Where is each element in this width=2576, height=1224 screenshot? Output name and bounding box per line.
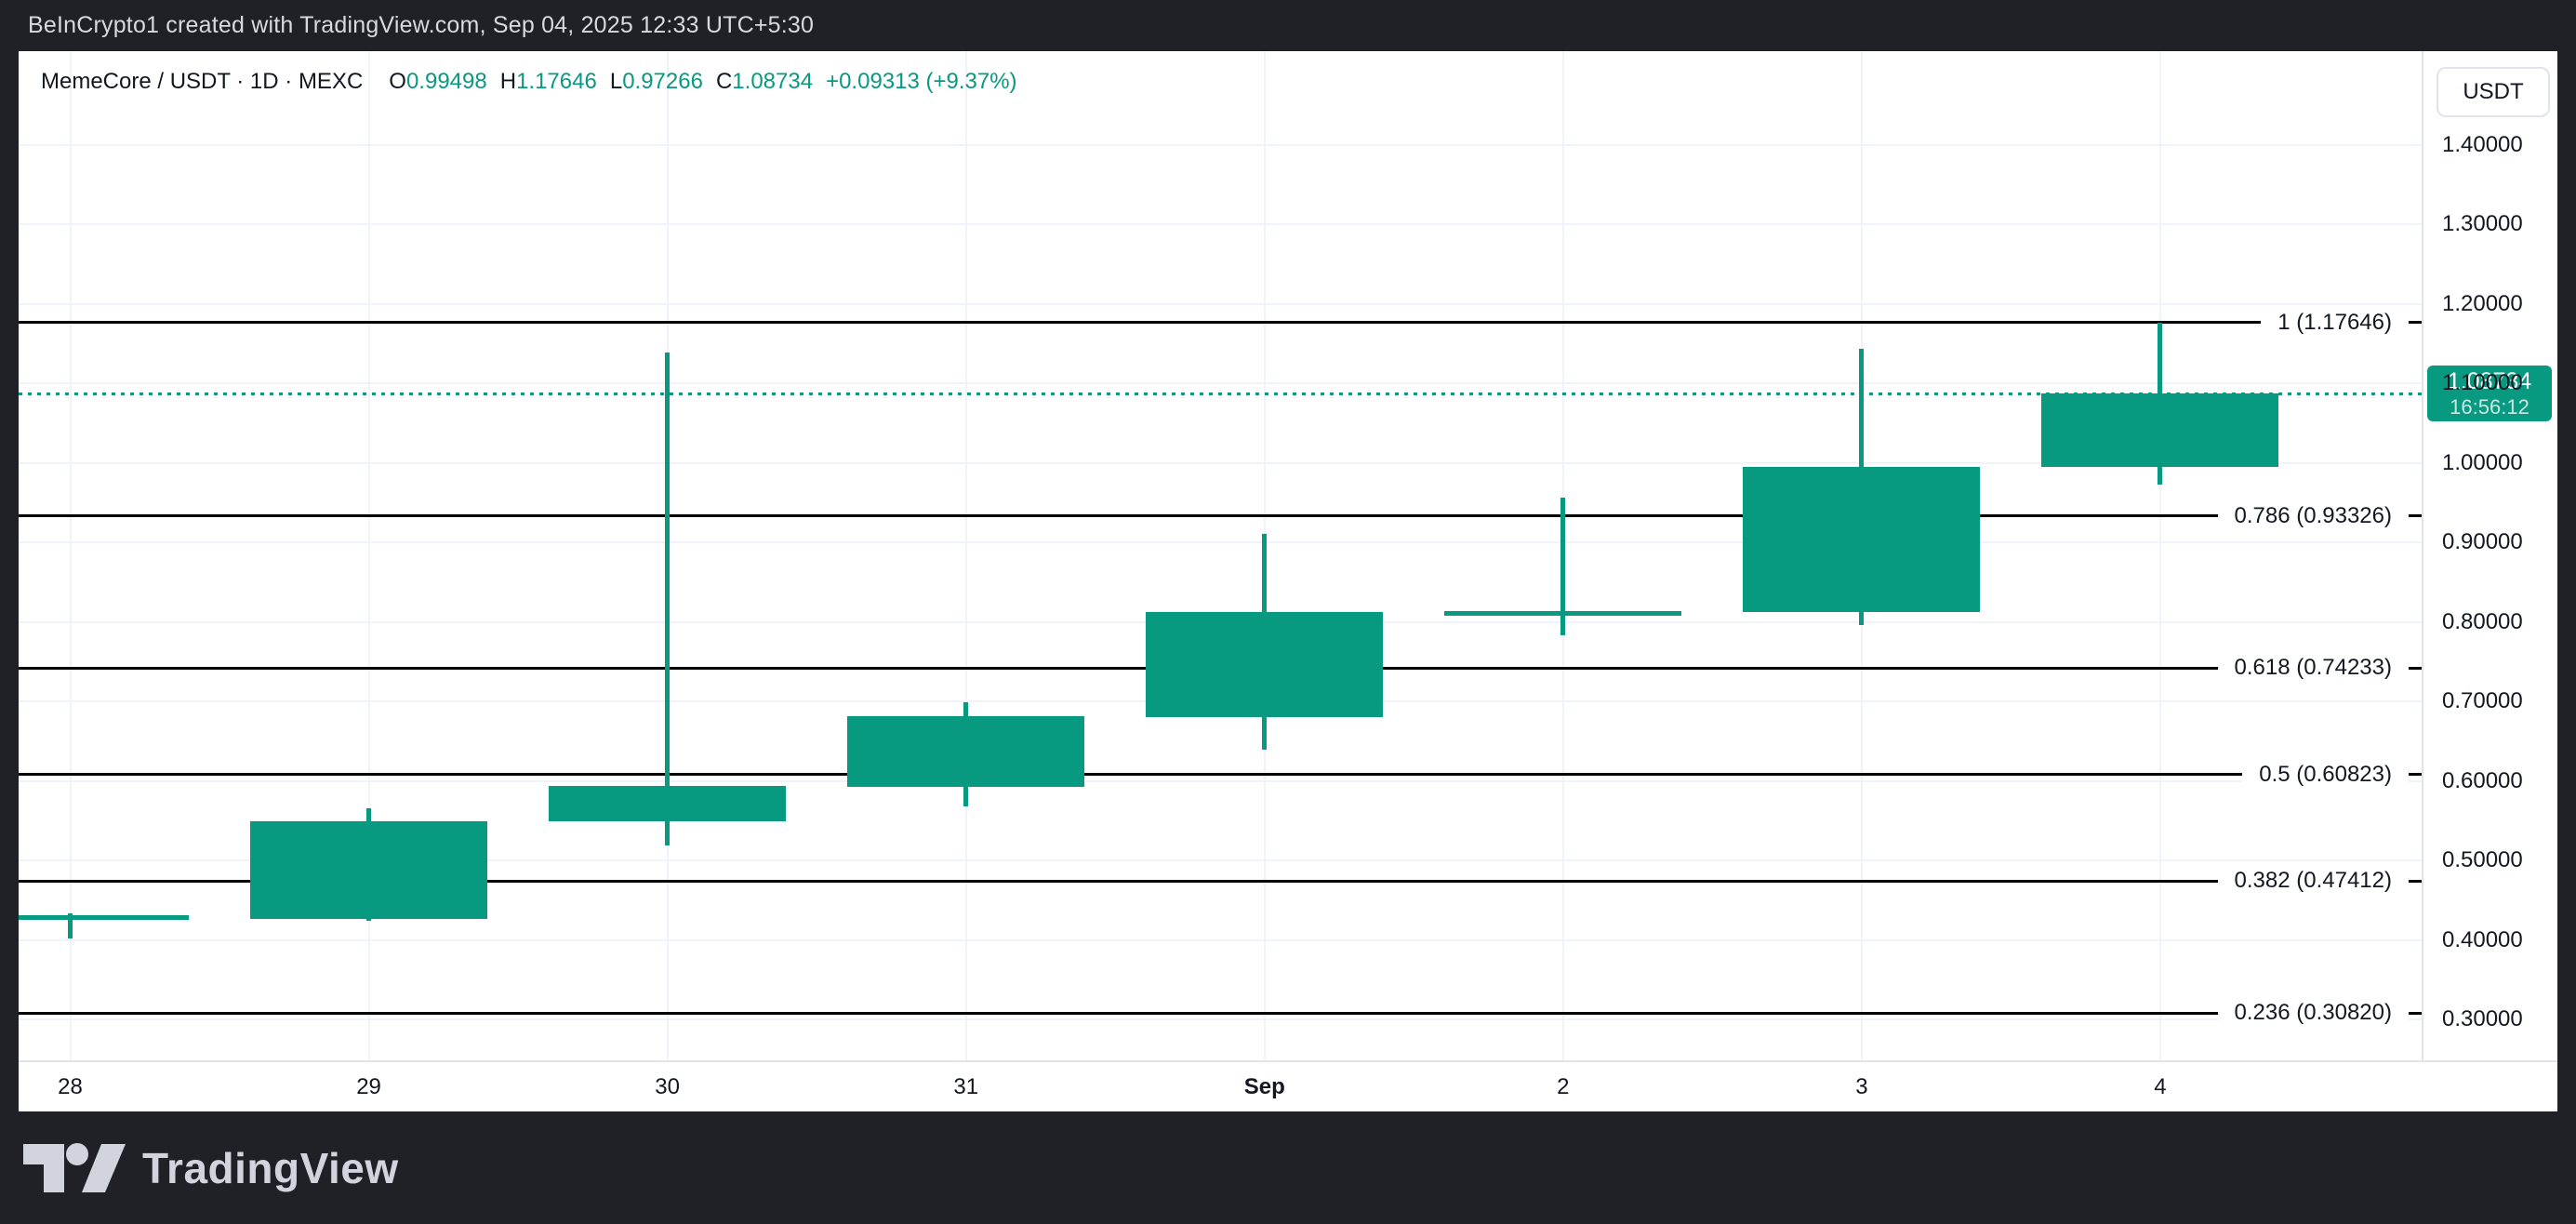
candle-aug-31[interactable]: [847, 715, 1085, 787]
fib-level-line[interactable]: [19, 514, 2422, 518]
fib-level-label[interactable]: 0.5 (0.60823): [2242, 757, 2409, 792]
price-tick-label: 1.20000: [2442, 290, 2523, 316]
candle-sep-2[interactable]: [1444, 610, 1682, 616]
chart-area: 1 (1.17646) 0.786 (0.93326) 0.618 (0.74233…: [19, 51, 2557, 1111]
price-axis[interactable]: 1.08734 16:56:12 1.40000 1.30000 1.20000 1.…: [2422, 51, 2557, 1060]
candlestick-plot[interactable]: 1 (1.17646) 0.786 (0.93326) 0.618 (0.74233…: [19, 51, 2422, 1060]
price-tick-label: 0.70000: [2442, 688, 2523, 714]
time-tick-label[interactable]: 4: [2154, 1073, 2167, 1099]
candle-sep-4[interactable]: [2041, 393, 2279, 467]
price-tick-label: 0.50000: [2442, 847, 2523, 873]
candle-sep-3[interactable]: [1743, 466, 1981, 613]
fib-level-line[interactable]: [19, 1011, 2422, 1015]
h-gridline: [19, 779, 2422, 782]
price-tick-label: 1.40000: [2442, 131, 2523, 157]
legend-ohlc-key: C: [715, 69, 733, 94]
time-tick-label[interactable]: 29: [356, 1073, 381, 1099]
legend-ohlc-key: H: [499, 69, 517, 94]
h-gridline: [19, 1018, 2422, 1021]
bar-countdown: 16:56:12: [2450, 395, 2530, 419]
tradingview-wordmark: TradingView: [142, 1143, 399, 1192]
snapshot-title-bar: BeInCrypto1 created with TradingView.com…: [0, 0, 2576, 51]
snapshot-title: BeInCrypto1 created with TradingView.com…: [28, 12, 815, 38]
candle-wick: [68, 912, 73, 938]
price-tick-label: 0.80000: [2442, 608, 2523, 634]
price-tick-label: 1.10000: [2442, 370, 2523, 396]
h-gridline: [19, 223, 2422, 226]
tradingview-logo-icon: [23, 1135, 127, 1202]
price-tick-label: 1.00000: [2442, 449, 2523, 475]
h-gridline: [19, 143, 2422, 146]
legend-ohlc-key: O: [389, 69, 406, 94]
price-tick-label: 0.30000: [2442, 1006, 2523, 1032]
symbol-description[interactable]: MemeCore / USDT · 1D · MEXC: [41, 69, 364, 94]
h-gridline: [19, 461, 2422, 464]
legend-ohlc-value: 1.08734: [732, 69, 814, 94]
h-gridline: [19, 859, 2422, 862]
last-price-badge: 1.08734 16:56:12: [2427, 366, 2552, 422]
fib-level-line[interactable]: [19, 773, 2422, 777]
candle-aug-28[interactable]: [19, 915, 189, 921]
time-tick-label[interactable]: 28: [58, 1073, 83, 1099]
legend-ohlc-value: 0.97266: [622, 69, 703, 94]
legend-ohlc-key: L: [609, 69, 623, 94]
candle-aug-29[interactable]: [250, 821, 488, 919]
legend-change: +0.09313 (+9.37%): [826, 69, 1017, 94]
price-tick-label: 0.40000: [2442, 926, 2523, 952]
time-tick-label[interactable]: 3: [1855, 1073, 1868, 1099]
v-gridline: [2158, 51, 2161, 1060]
time-axis[interactable]: 28 29 30 31 Sep 2 3 4: [19, 1060, 2557, 1111]
fib-level-label[interactable]: 1 (1.17646): [2261, 305, 2409, 339]
time-tick-label[interactable]: 30: [655, 1073, 680, 1099]
fib-level-label[interactable]: 0.382 (0.47412): [2217, 864, 2409, 898]
h-gridline: [19, 302, 2422, 305]
v-gridline: [964, 51, 967, 1060]
footer-bar: TradingView: [0, 1111, 2576, 1224]
v-gridline: [367, 51, 370, 1060]
price-tick-label: 1.30000: [2442, 211, 2523, 237]
legend-ohlc-value: 0.99498: [405, 69, 487, 94]
candle-aug-30[interactable]: [549, 785, 787, 822]
fib-level-line[interactable]: [19, 879, 2422, 883]
candle-wick: [1560, 498, 1566, 636]
symbol-legend: MemeCore / USDT · 1D · MEXC O0.99498 H1.17…: [41, 68, 1017, 96]
candle-wick: [665, 352, 671, 845]
price-tick-label: 0.90000: [2442, 529, 2523, 555]
legend-ohlc-value: 1.17646: [516, 69, 597, 94]
currency-toggle-button[interactable]: USDT: [2437, 67, 2550, 117]
current-price-line: [19, 392, 2422, 395]
tradingview-logo[interactable]: TradingView: [23, 1135, 399, 1202]
fib-level-line[interactable]: [19, 321, 2422, 325]
last-price: 1.08734: [2447, 368, 2532, 395]
candle-sep-1[interactable]: [1146, 611, 1384, 718]
h-gridline: [19, 541, 2422, 544]
time-tick-label[interactable]: Sep: [1243, 1073, 1285, 1099]
h-gridline: [19, 938, 2422, 941]
fib-level-label[interactable]: 0.236 (0.30820): [2217, 996, 2409, 1031]
h-gridline: [19, 382, 2422, 385]
v-gridline: [69, 51, 72, 1060]
time-tick-label[interactable]: 31: [953, 1073, 979, 1099]
fib-level-label[interactable]: 0.786 (0.93326): [2217, 499, 2409, 533]
time-tick-label[interactable]: 2: [1557, 1073, 1570, 1099]
price-tick-label: 0.60000: [2442, 767, 2523, 793]
fib-level-label[interactable]: 0.618 (0.74233): [2217, 651, 2409, 685]
